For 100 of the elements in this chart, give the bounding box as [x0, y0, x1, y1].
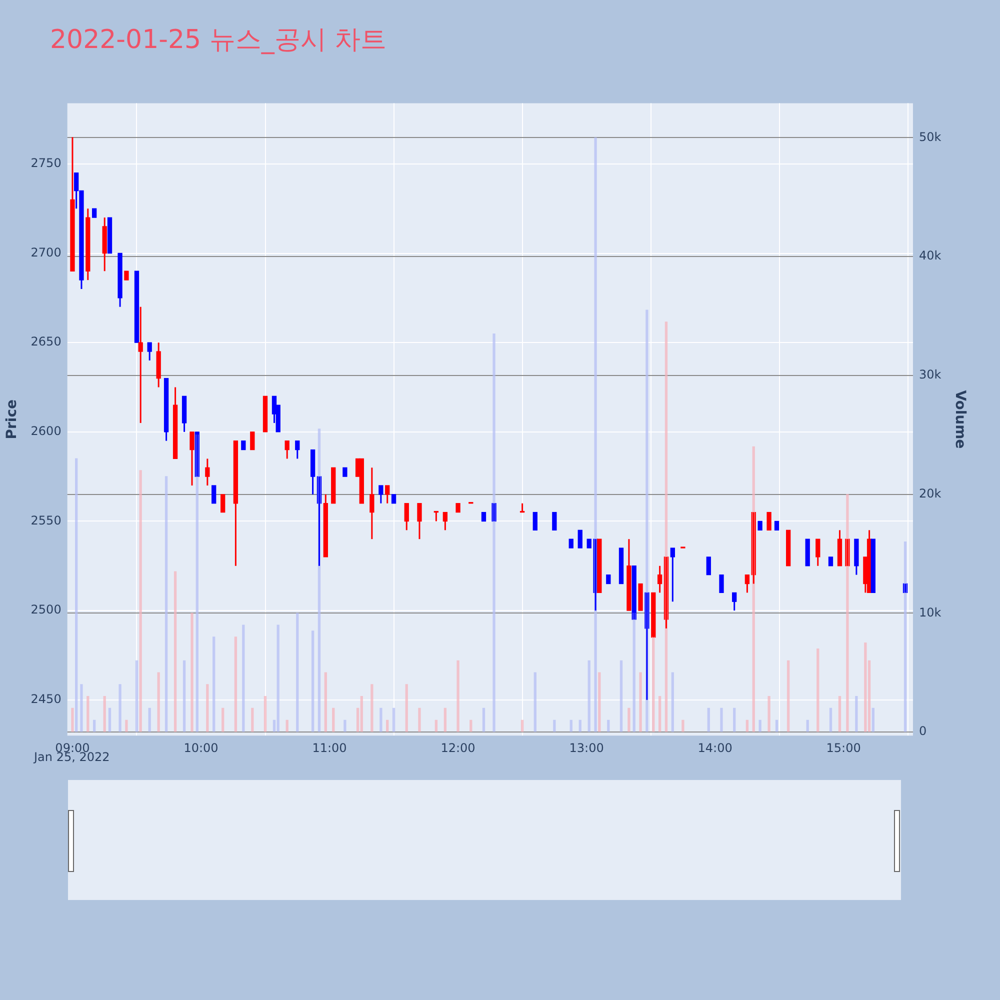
y-tick-label: 2500: [30, 602, 62, 617]
bar: [786, 660, 790, 732]
bar: [157, 672, 160, 732]
bar: [190, 612, 194, 732]
bar: [370, 684, 374, 732]
candlestick: [342, 466, 348, 478]
candlestick: [107, 217, 112, 254]
candlestick: [774, 520, 780, 530]
x-tick-label: 14:00: [698, 740, 732, 755]
candlestick: [870, 538, 876, 594]
bar: [768, 696, 770, 732]
y2-tick-label: 10k: [918, 605, 942, 620]
candlestick: [786, 530, 791, 566]
y2-tick-label: 30k: [918, 368, 942, 382]
bar: [386, 720, 389, 732]
bar: [588, 660, 590, 732]
bar: [846, 494, 849, 732]
candlestick: [618, 548, 624, 584]
candlestick: [719, 574, 724, 594]
y2-tick-label: 50k: [918, 130, 942, 144]
bar: [174, 571, 177, 732]
bar: [103, 696, 106, 732]
bar: [71, 708, 74, 732]
candlestick: [606, 574, 611, 584]
bar: [594, 137, 597, 732]
bar: [775, 720, 778, 732]
candlestick: [212, 485, 216, 504]
bar: [148, 708, 151, 732]
candlestick: [241, 440, 246, 450]
bar: [607, 720, 610, 732]
bar: [405, 684, 408, 732]
bar: [652, 636, 655, 732]
bar: [632, 612, 636, 732]
y-tick-label: 2650: [30, 334, 62, 349]
bar: [758, 720, 762, 732]
bar: [707, 708, 710, 732]
bar: [324, 672, 327, 732]
bar: [682, 720, 684, 732]
bar: [206, 684, 209, 732]
candlestick: [706, 556, 711, 576]
candlestick: [766, 512, 772, 530]
bar: [392, 708, 396, 732]
bar: [164, 476, 168, 732]
bar: [720, 708, 723, 732]
x-tick-label: 15:00: [826, 740, 861, 755]
y2-tick-label: 0: [918, 724, 927, 738]
candlestick: [92, 208, 97, 218]
bar: [578, 720, 582, 732]
bar: [108, 708, 112, 732]
bar: [222, 708, 224, 732]
bar: [904, 542, 907, 732]
bar: [872, 708, 874, 732]
candlestick: [758, 520, 762, 530]
bar: [276, 624, 280, 732]
bar: [380, 708, 382, 732]
candlestick: [828, 556, 834, 567]
bar: [311, 630, 314, 732]
bar: [332, 708, 335, 732]
bar: [671, 672, 674, 732]
bar: [182, 660, 186, 732]
bar: [598, 672, 601, 732]
bar: [418, 708, 421, 732]
bar: [855, 696, 858, 732]
bar: [93, 720, 96, 732]
bar: [434, 720, 438, 732]
candlestick: [134, 270, 140, 344]
bar: [492, 333, 496, 732]
bar: [360, 696, 363, 732]
bar: [620, 660, 623, 732]
x-tick-label: 11:00: [312, 740, 347, 755]
candlestick: [805, 538, 810, 566]
candlestick: [568, 538, 574, 548]
bar: [520, 720, 524, 732]
y2-tick-label: 40k: [918, 248, 942, 263]
bar: [296, 612, 299, 732]
y2-tick-label: 20k: [918, 486, 942, 500]
bar: [344, 720, 346, 732]
candlestick: [638, 583, 643, 612]
chart-title: 2022-01-25 뉴스_공시 차트: [50, 24, 387, 57]
bar: [482, 708, 486, 732]
bar: [553, 720, 556, 732]
y-tick-label: 2600: [30, 424, 62, 438]
bar: [658, 696, 662, 732]
bar: [456, 660, 460, 732]
bar: [286, 720, 288, 732]
bar: [242, 624, 245, 732]
bar: [264, 696, 267, 732]
bar: [80, 684, 83, 732]
y2-axis-title: Volume: [952, 390, 968, 449]
candlestick: [331, 467, 336, 504]
y-tick-label: 2550: [30, 513, 62, 528]
bar: [118, 684, 122, 732]
x-tick-label: 13:00: [569, 740, 604, 755]
bar: [570, 720, 572, 732]
candlestick: [391, 494, 396, 504]
candlestick: [124, 270, 129, 281]
bar: [864, 642, 867, 732]
x-tick-label: 12:00: [440, 740, 476, 755]
candlestick: [578, 530, 582, 548]
bar: [639, 672, 642, 732]
